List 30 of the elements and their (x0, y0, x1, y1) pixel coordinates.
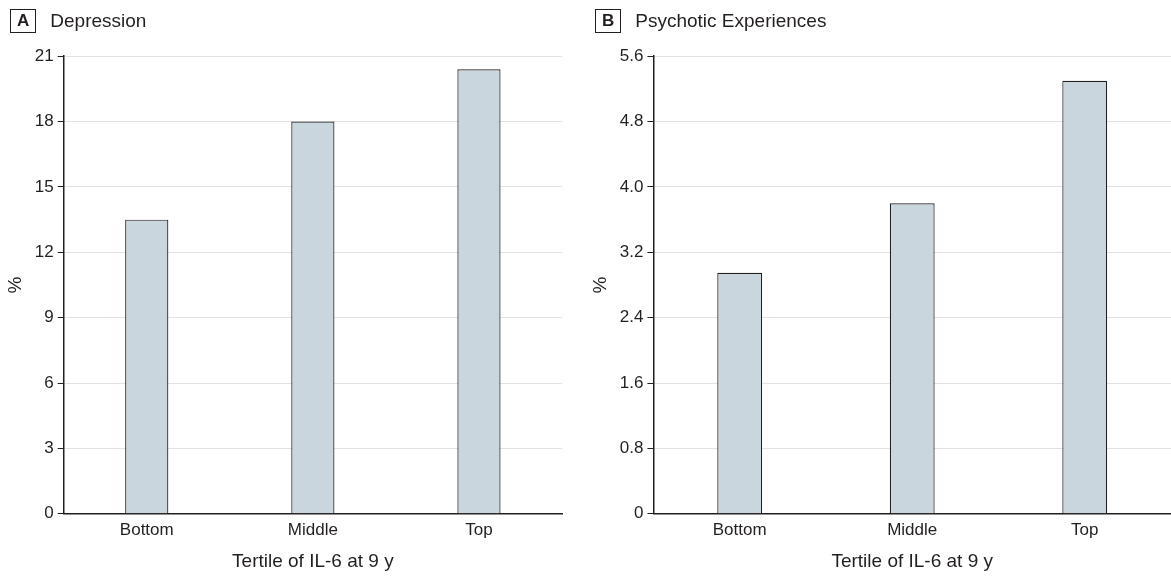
text: B (595, 9, 622, 33)
y-tick-label: 0.8 (619, 438, 644, 458)
x-tick-label: Middle (887, 519, 938, 539)
y-tick-label: 4.8 (619, 111, 644, 131)
chart-title: Depression (50, 10, 147, 32)
y-tick-label: 15 (34, 176, 54, 196)
chart-title: Psychotic Experiences (635, 10, 827, 32)
y-tick-label: 9 (44, 307, 54, 327)
y-axis-title: % (3, 276, 25, 294)
y-tick-label: 4.0 (619, 176, 644, 196)
x-tick-label: Bottom (712, 519, 767, 539)
y-tick-label: 6 (44, 372, 54, 392)
y-tick-label: 12 (34, 242, 54, 261)
y-tick-label: 3.2 (619, 242, 644, 261)
x-tick-label: Top (1071, 519, 1099, 539)
x-tick-label: Bottom (119, 519, 174, 539)
x-tick-label: Top (465, 519, 493, 539)
y-tick-label: 18 (34, 111, 54, 131)
y-tick-label: 0 (633, 503, 644, 523)
x-tick-label: Middle (287, 519, 338, 539)
text: A (10, 9, 37, 33)
y-tick-label: 3 (44, 438, 54, 458)
y-tick-label: 21 (34, 45, 54, 65)
y-tick-label: 5.6 (619, 45, 644, 65)
y-tick-label: 1.6 (619, 372, 644, 392)
x-axis-title: Tertile of IL-6 at 9 y (831, 549, 994, 571)
y-tick-label: 0 (44, 503, 54, 523)
x-axis-title: Tertile of IL-6 at 9 y (232, 549, 395, 571)
y-tick-label: 2.4 (619, 307, 644, 327)
y-axis-title: % (588, 276, 610, 294)
